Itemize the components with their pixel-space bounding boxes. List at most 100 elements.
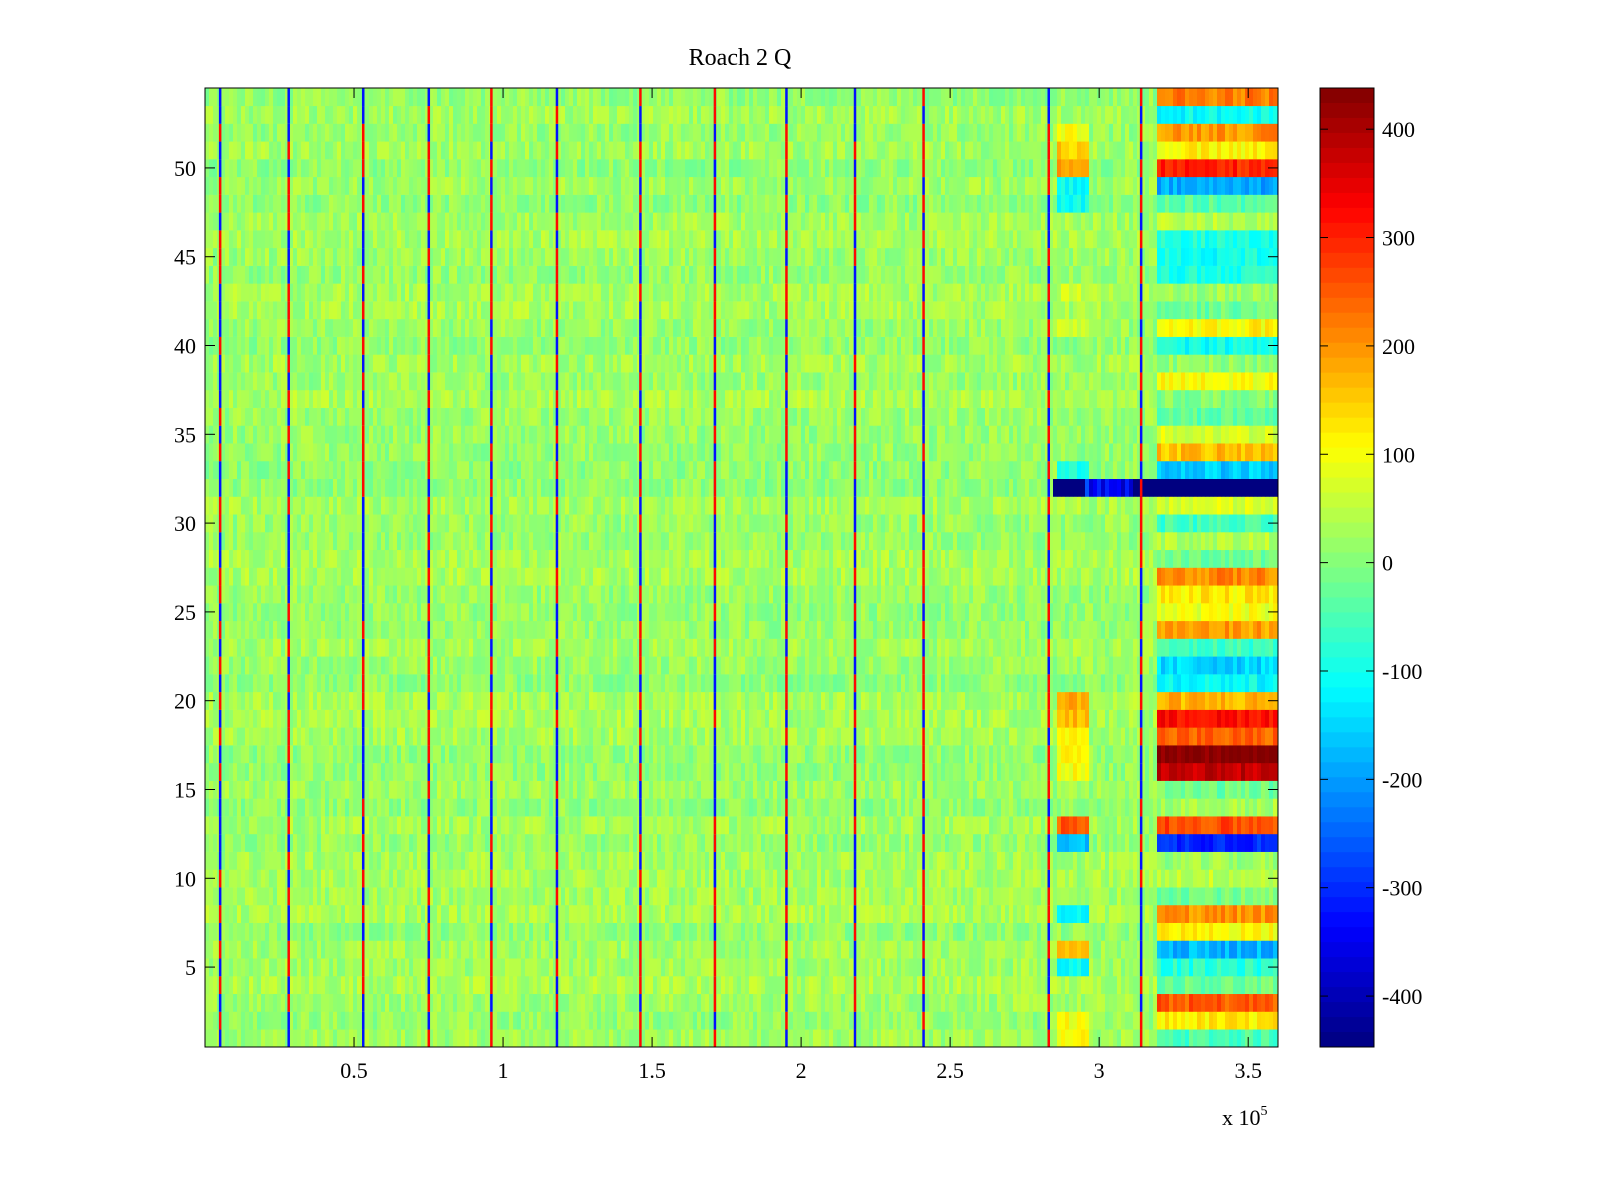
heatmap-cell	[925, 993, 930, 1012]
heatmap-cell	[1269, 851, 1274, 870]
heatmap-cell	[953, 869, 958, 888]
heatmap-cell	[1089, 762, 1094, 781]
heatmap-cell	[589, 922, 594, 941]
heatmap-cell	[869, 904, 874, 923]
heatmap-cell	[405, 851, 410, 870]
heatmap-cell	[1193, 958, 1198, 977]
heatmap-cell	[769, 904, 774, 923]
heatmap-cell	[1153, 869, 1158, 888]
heatmap-cell	[773, 940, 778, 959]
heatmap-cell	[1221, 798, 1226, 817]
heatmap-cell	[889, 922, 894, 941]
heatmap-cell	[753, 762, 758, 781]
heatmap-cell	[285, 1011, 290, 1030]
heatmap-cell	[1241, 993, 1246, 1012]
heatmap-cell	[413, 851, 418, 870]
heatmap-cell	[1093, 816, 1098, 835]
heatmap-cell	[985, 833, 990, 852]
heatmap-cell	[257, 1011, 262, 1030]
heatmap-cell	[1105, 1029, 1110, 1048]
heatmap-cell	[309, 762, 314, 781]
heatmap-cell	[1077, 975, 1082, 995]
spike-line-cell	[490, 816, 493, 835]
spike-line-cell	[853, 904, 857, 923]
heatmap-cell	[833, 869, 838, 888]
heatmap-cell	[341, 798, 346, 817]
heatmap-cell	[989, 833, 994, 852]
heatmap-cell	[597, 958, 602, 977]
heatmap-cell	[865, 887, 870, 906]
heatmap-cell	[465, 958, 470, 977]
heatmap-cell	[325, 798, 330, 817]
heatmap-cell	[981, 833, 986, 852]
heatmap-cell	[237, 922, 242, 941]
heatmap-cell	[977, 833, 982, 852]
spike-line-cell	[922, 780, 925, 799]
heatmap-cell	[241, 887, 246, 906]
heatmap-cell	[485, 940, 490, 959]
heatmap-cell	[581, 887, 586, 906]
heatmap-cell	[1237, 833, 1242, 852]
heatmap-cell	[249, 993, 254, 1012]
heatmap-cell	[305, 904, 310, 923]
heatmap-cell	[961, 1011, 966, 1030]
heatmap-cell	[977, 904, 982, 923]
heatmap-cell	[1165, 975, 1170, 995]
heatmap-cell	[557, 904, 562, 923]
heatmap-cell	[1153, 833, 1158, 852]
heatmap-cell	[909, 780, 914, 799]
heatmap-cell	[301, 940, 306, 959]
heatmap-cell	[1241, 833, 1246, 852]
heatmap-cell	[257, 922, 262, 941]
heatmap-cell	[805, 745, 810, 764]
heatmap-cell	[281, 922, 286, 941]
heatmap-cell	[285, 745, 290, 764]
heatmap-cell	[497, 833, 502, 852]
heatmap-cell	[1213, 780, 1218, 799]
heatmap-cell	[405, 780, 410, 799]
heatmap-cell	[985, 975, 990, 995]
heatmap-cell	[1053, 904, 1058, 923]
heatmap-cell	[1157, 1011, 1162, 1030]
heatmap-cell	[381, 1011, 386, 1030]
heatmap-cell	[273, 816, 278, 835]
heatmap-cell	[541, 958, 546, 977]
heatmap-cell	[993, 780, 998, 799]
heatmap-cell	[553, 851, 558, 870]
heatmap-cell	[601, 887, 606, 906]
heatmap-cell	[1117, 851, 1122, 870]
heatmap-cell	[1009, 904, 1014, 923]
heatmap-cell	[953, 993, 958, 1012]
heatmap-cell	[285, 869, 290, 888]
heatmap-cell	[325, 869, 330, 888]
heatmap-cell	[1025, 798, 1030, 817]
heatmap-cell	[557, 1029, 562, 1048]
heatmap-cell	[1117, 887, 1122, 906]
heatmap-cell	[845, 887, 850, 906]
heatmap-cell	[429, 887, 434, 906]
heatmap-cell	[401, 869, 406, 888]
heatmap-cell	[677, 922, 682, 941]
heatmap-cell	[753, 887, 758, 906]
heatmap-cell	[1013, 727, 1018, 746]
heatmap-cell	[573, 727, 578, 746]
heatmap-cell	[761, 993, 766, 1012]
heatmap-cell	[1049, 922, 1054, 941]
heatmap-cell	[373, 940, 378, 959]
spike-line-cell	[555, 745, 559, 764]
heatmap-cell	[817, 745, 822, 764]
heatmap-cell	[737, 798, 742, 817]
heatmap-cell	[605, 1011, 610, 1030]
heatmap-cell	[889, 851, 894, 870]
heatmap-cell	[1101, 851, 1106, 870]
spike-line-cell	[1139, 940, 1143, 959]
heatmap-cell	[501, 975, 506, 995]
heatmap-cell	[873, 887, 878, 906]
heatmap-cell	[605, 993, 610, 1012]
heatmap-cell	[1005, 869, 1010, 888]
heatmap-cell	[833, 780, 838, 799]
heatmap-cell	[225, 798, 230, 817]
heatmap-cell	[249, 816, 254, 835]
heatmap-cell	[1101, 958, 1106, 977]
heatmap-cell	[609, 958, 614, 977]
